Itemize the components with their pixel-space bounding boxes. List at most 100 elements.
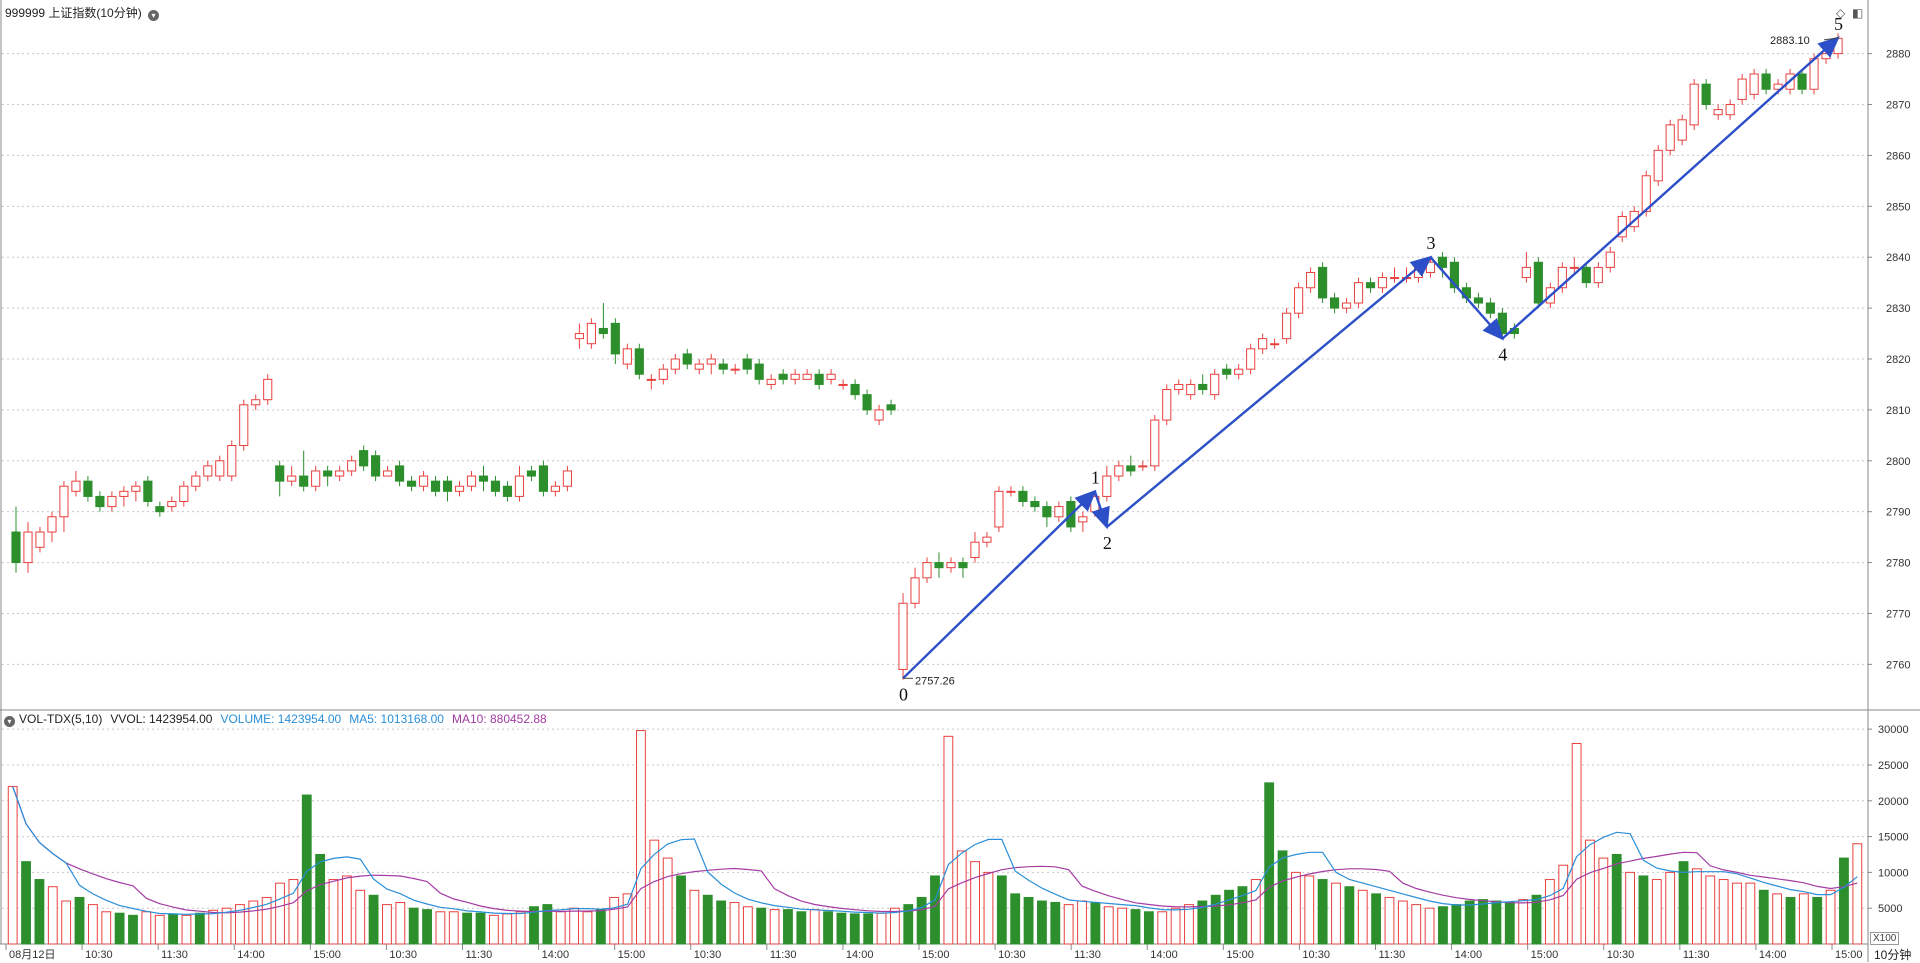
volume-bar-up xyxy=(1666,872,1675,944)
volume-bar-down xyxy=(1479,900,1488,944)
volume-tick-label: 15000 xyxy=(1878,832,1909,844)
volume-bar-down xyxy=(1505,902,1514,944)
low-value-label: 2757.26 xyxy=(915,675,955,687)
volume-tick-label: 25000 xyxy=(1878,760,1909,772)
volume-bar-down xyxy=(476,913,485,944)
candle-up xyxy=(983,537,991,542)
volume-bar-down xyxy=(1278,851,1287,944)
toolbar-panel-icon[interactable]: ◧ xyxy=(1852,6,1863,20)
time-tick-label: 08月12日 xyxy=(9,949,55,961)
chart-title: 999999 上证指数(10分钟) xyxy=(5,6,142,20)
volume-tick-label: 30000 xyxy=(1878,724,1909,736)
candle-up xyxy=(659,369,667,379)
candle-up xyxy=(791,374,799,379)
volume-bar-up xyxy=(1853,844,1862,944)
candle-up xyxy=(587,323,595,343)
candle-up xyxy=(1211,374,1219,394)
candle-up xyxy=(48,517,56,532)
volume-bar-up xyxy=(890,908,899,944)
price-tick-label: 2840 xyxy=(1886,252,1910,264)
price-tick-label: 2810 xyxy=(1886,405,1910,417)
volume-tick-label: 20000 xyxy=(1878,796,1909,808)
volume-bar-up xyxy=(570,908,579,944)
volume-bar-up xyxy=(1185,905,1194,944)
volume-bar-down xyxy=(129,915,138,944)
time-tick-label: 10:30 xyxy=(1302,949,1330,961)
volume-bar-up xyxy=(690,890,699,944)
candle-up xyxy=(515,476,523,496)
candle-down xyxy=(96,496,104,506)
volume-bar-up xyxy=(1519,900,1528,944)
volume-bar-up xyxy=(1572,743,1581,944)
time-tick-label: 10:30 xyxy=(694,949,722,961)
volume-tick-label: 5000 xyxy=(1878,903,1902,915)
candle-up xyxy=(240,405,248,446)
candle-down xyxy=(1319,267,1327,298)
candle-up xyxy=(60,486,68,517)
candle-up xyxy=(767,379,775,384)
vvol-value: VVOL: 1423954.00 xyxy=(110,712,212,726)
candlestick-series xyxy=(12,33,1842,679)
candle-down xyxy=(635,349,643,374)
time-tick-label: 11:30 xyxy=(161,949,188,961)
candle-up xyxy=(899,603,907,669)
candle-up xyxy=(1822,54,1830,59)
volume-bar-up xyxy=(102,912,111,944)
time-tick-label: 14:00 xyxy=(846,949,874,961)
price-tick-label: 2790 xyxy=(1886,507,1910,519)
wave-label: 2 xyxy=(1103,533,1112,553)
candle-up xyxy=(1079,517,1087,522)
candle-up xyxy=(875,410,883,420)
price-tick-label: 2820 xyxy=(1886,354,1910,366)
toolbar-diamond-icon[interactable]: ◇ xyxy=(1836,6,1845,20)
volume-bar-up xyxy=(88,905,97,944)
candle-up xyxy=(24,532,32,563)
time-tick-label: 14:00 xyxy=(542,949,570,961)
candle-down xyxy=(887,405,895,410)
volume-bar-down xyxy=(115,913,124,944)
dropdown-icon[interactable]: ▾ xyxy=(148,10,159,21)
candle-up xyxy=(264,379,272,399)
candle-up xyxy=(647,379,655,380)
volume-bar-down xyxy=(369,895,378,944)
candle-down xyxy=(935,563,943,568)
volume-bar-down xyxy=(997,876,1006,944)
candle-down xyxy=(156,507,164,512)
volume-bar-down xyxy=(917,897,926,944)
volume-bar-down xyxy=(1051,902,1060,944)
volume-bar-up xyxy=(516,912,525,944)
volume-unit-badge: X100 xyxy=(1870,932,1899,945)
period-selector[interactable]: 10分钟 xyxy=(1874,946,1911,963)
candle-down xyxy=(1534,262,1542,303)
volume-bar-down xyxy=(850,914,859,944)
volume-bar-up xyxy=(957,851,966,944)
volume-bar-down xyxy=(703,895,712,944)
price-tick-label: 2760 xyxy=(1886,659,1910,671)
candle-up xyxy=(971,542,979,557)
volume-bar-up xyxy=(1385,897,1394,944)
volume-bar-up xyxy=(1746,883,1755,944)
volume-bar-up xyxy=(623,894,632,944)
candle-up xyxy=(623,349,631,364)
volume-header: ▾ VOL-TDX(5,10) VVOL: 1423954.00 VOLUME: 14… xyxy=(4,712,555,727)
candle-down xyxy=(479,476,487,481)
time-tick-label: 15:00 xyxy=(1835,949,1863,961)
candle-down xyxy=(611,323,619,354)
time-tick-label: 14:00 xyxy=(1150,949,1178,961)
volume-bar-down xyxy=(1639,876,1648,944)
candle-up xyxy=(467,476,475,486)
wave-annotations: 0 1 2 3 4 5 2757.26 2883.10 xyxy=(899,14,1843,704)
candle-down xyxy=(407,481,415,486)
candle-up xyxy=(1606,252,1614,267)
volume-bar-up xyxy=(1398,901,1407,944)
settings-icon[interactable]: ▾ xyxy=(4,716,15,727)
candle-down xyxy=(1366,283,1374,288)
wave-label: 1 xyxy=(1091,467,1100,487)
volume-bar-up xyxy=(383,905,392,944)
time-tick-label: 11:30 xyxy=(1074,949,1101,961)
axis-tick-labels: 2760277027802790280028102820283028402850… xyxy=(9,49,1910,961)
candle-up xyxy=(108,496,116,506)
time-tick-label: 14:00 xyxy=(1759,949,1787,961)
candle-up xyxy=(1247,349,1255,369)
candle-up xyxy=(1103,476,1111,496)
